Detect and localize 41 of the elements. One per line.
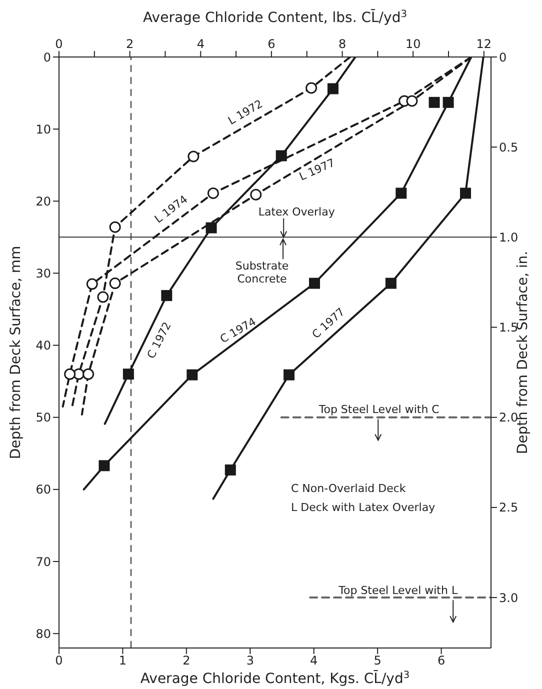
x-tick-label: 3: [246, 654, 254, 668]
y-tick-label: 30: [36, 266, 51, 280]
annotation: Latex Overlay: [258, 204, 336, 218]
y-tick-label: 80: [36, 626, 51, 641]
annotation: L 1977: [297, 156, 337, 183]
x-tick-label: 2: [182, 654, 190, 668]
y-tick-label: 70: [36, 554, 51, 569]
x-tick-label: 4: [310, 654, 318, 668]
x-tick-label: 0: [55, 654, 63, 668]
x2-tick-label: 10: [405, 37, 421, 51]
annotation: Substrate Concrete: [235, 259, 289, 286]
y-tick-label: 50: [36, 410, 51, 425]
x2-tick-label: 2: [126, 37, 134, 51]
x2-tick-label: 4: [196, 37, 204, 51]
x2-tick-label: 0: [55, 37, 63, 51]
y-tick-label: 60: [36, 482, 51, 497]
y-axis-title: Depth from Deck Surface, mm: [8, 246, 24, 460]
annotation: C 1972: [144, 320, 174, 360]
y2-tick-label: 1.5: [499, 320, 518, 335]
y-tick-label: 20: [36, 194, 51, 208]
annotation: Top Steel Level with L: [338, 584, 458, 597]
x2-tick-label: 8: [338, 37, 346, 51]
y-tick-label: 10: [36, 122, 51, 136]
annotation: C Non-Overlaid Deck: [290, 481, 406, 494]
x-tick-label: 6: [437, 654, 446, 668]
x2-axis-title: Average Chloride Content, lbs. CL̄/yd$^{3}$: [143, 8, 407, 26]
y-tick-label: 40: [36, 338, 51, 353]
y2-tick-label: 0.5: [499, 140, 518, 154]
y2-tick-label: 2.5: [499, 500, 518, 515]
y2-tick-label: 0: [499, 50, 507, 64]
x2-tick-label: 6: [268, 37, 276, 51]
y2-tick-label: 3.0: [499, 590, 518, 605]
y-tick-label: 0: [43, 50, 51, 64]
y2-tick-label: 2.0: [499, 410, 518, 425]
y2-tick-label: 1.0: [499, 230, 518, 244]
x-tick-label: 1: [118, 654, 127, 668]
x2-tick-label: 12: [476, 37, 492, 51]
annotation: L Deck with Latex Overlay: [290, 500, 436, 514]
x-tick-label: 5: [374, 654, 382, 668]
x-axis-title: Average Chloride Content, Kgs. CL̄/yd$^{3}$: [140, 669, 410, 687]
annotation: Top Steel Level with C: [318, 402, 440, 416]
